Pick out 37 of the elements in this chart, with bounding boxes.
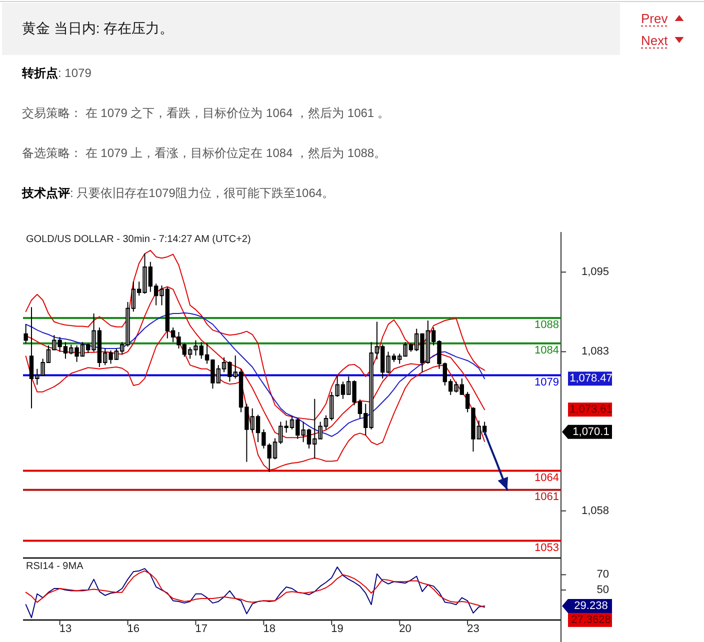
y-tick-label: 29.238 (574, 600, 608, 612)
x-tick-label: 18 (263, 623, 276, 635)
x-tick-label: 13 (59, 623, 72, 635)
line-series (25, 312, 486, 437)
text: 27.3628 (571, 614, 611, 626)
y-tick-label: 1,083 (581, 346, 609, 358)
ref-line-label: 1088 (534, 318, 559, 331)
ref-line-label: 1064 (534, 472, 559, 484)
line-series (25, 250, 486, 420)
text: Prev (641, 10, 668, 26)
x-tick-label: 19 (331, 623, 344, 635)
y-tick-label: 1,095 (581, 266, 609, 278)
line-series (25, 286, 486, 438)
chart-subtitle: GOLD/US DOLLAR - 30min - 7:14:27 AM (UTC+2) (26, 234, 251, 244)
x-tick-label: 17 (195, 623, 208, 635)
ref-line-label: 1053 (534, 542, 559, 554)
line-series (25, 570, 486, 608)
chart-title: RSI14 - 9MA (26, 560, 84, 572)
ref-line-label: 1079 (534, 376, 559, 388)
text: Next (641, 32, 668, 48)
text: 交易策略： 在 1079 之下，看跌，目标价位为 1064 ，然后为 1061 。 (22, 106, 390, 120)
candlestick (24, 324, 28, 344)
y-tick-label: 50 (596, 584, 609, 596)
ref-line-label: 1061 (534, 490, 559, 503)
x-tick-label: 20 (399, 623, 412, 635)
y-tick-label: 1,058 (581, 504, 609, 517)
text: 转折点: 1079 (21, 66, 92, 80)
chart-title: 黄金 当日内: 存在压力。 (22, 20, 174, 36)
text: 备选策略： 在 1079 上，看涨，目标价位定在 1084 ，然后为 1088。 (22, 146, 386, 160)
y-tick-label: 1,070.1 (572, 426, 610, 438)
y-tick-label: 1,078.47 (570, 372, 612, 385)
text: 技术点评: 只要依旧存在1079阻力位，很可能下跌至1064。 (21, 186, 334, 200)
y-tick-label: 70 (596, 568, 609, 581)
x-tick-label: 23 (467, 623, 480, 635)
ref-line-label: 1084 (534, 344, 559, 356)
x-tick-label: 16 (127, 623, 140, 635)
y-tick-label: 1,073.61 (570, 404, 612, 416)
